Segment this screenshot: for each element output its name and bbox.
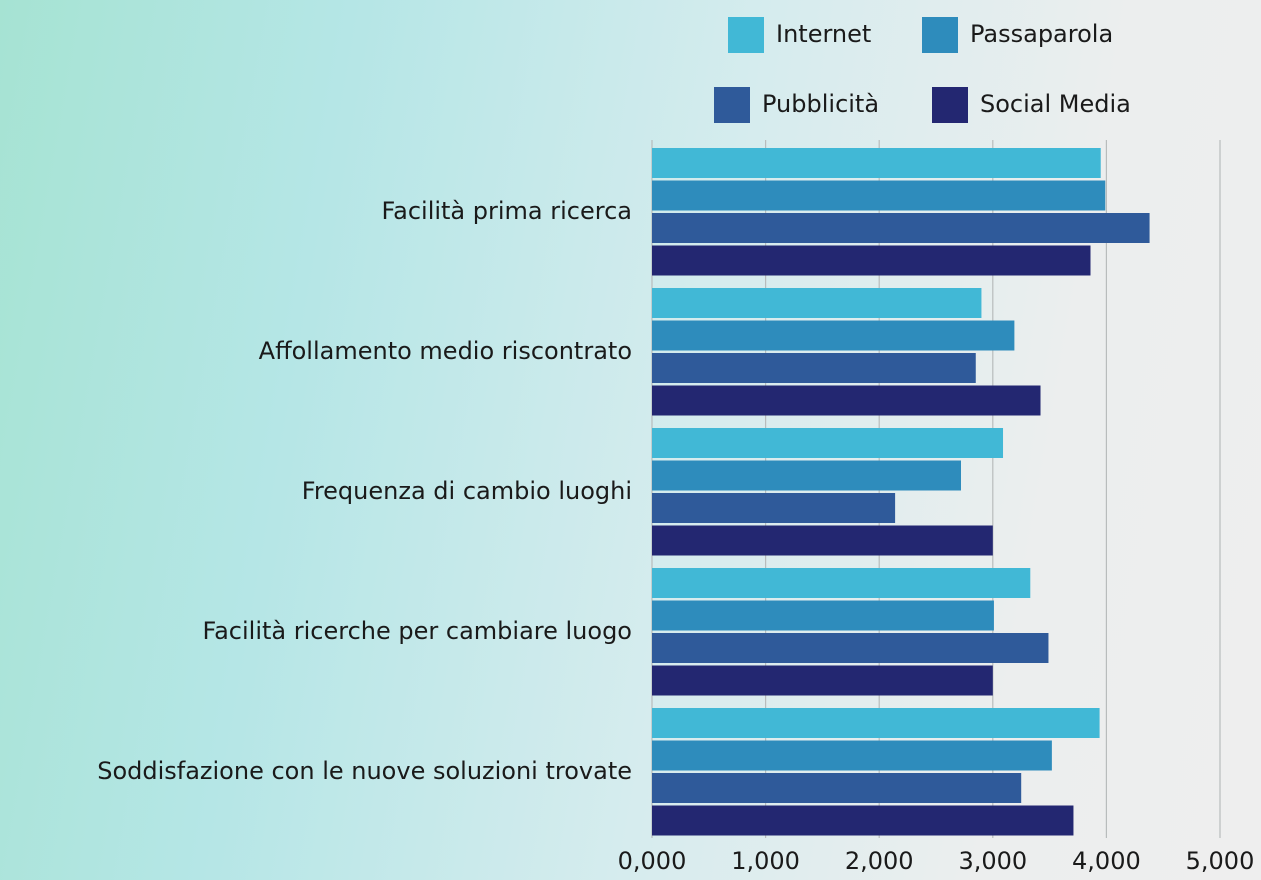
x-tick-label: 2,000 (845, 847, 914, 875)
category-label: Facilità prima ricerca (382, 197, 632, 225)
legend-label: Social Media (980, 90, 1131, 118)
legend-swatch (728, 17, 764, 53)
x-tick-label: 1,000 (731, 847, 800, 875)
bar (652, 493, 896, 523)
bar (652, 805, 1074, 836)
bar (652, 460, 961, 491)
x-tick-label: 5,000 (1186, 847, 1255, 875)
x-tick-label: 3,000 (958, 847, 1027, 875)
bar (652, 633, 1049, 663)
bar (652, 600, 994, 631)
legend-label: Pubblicità (762, 90, 879, 118)
bar (652, 353, 976, 383)
legend-label: Internet (776, 20, 871, 48)
bar (652, 740, 1052, 771)
legend-swatch (922, 17, 958, 53)
bar (652, 428, 1004, 458)
legend-label: Passaparola (970, 20, 1113, 48)
bar (652, 180, 1106, 211)
legend-swatch (714, 87, 750, 123)
bar (652, 320, 1015, 351)
bar (652, 213, 1150, 243)
category-label: Soddisfazione con le nuove soluzioni tro… (97, 757, 632, 785)
bar (652, 525, 993, 556)
bar (652, 708, 1100, 738)
bar (652, 773, 1022, 803)
category-label: Affollamento medio riscontrato (259, 337, 632, 365)
bar (652, 245, 1091, 276)
bar (652, 568, 1031, 598)
x-tick-label: 4,000 (1072, 847, 1141, 875)
x-tick-label: 0,000 (618, 847, 687, 875)
category-label: Frequenza di cambio luoghi (302, 477, 632, 505)
category-label: Facilità ricerche per cambiare luogo (203, 617, 633, 645)
bar (652, 288, 982, 318)
bar (652, 385, 1041, 416)
bar (652, 665, 993, 696)
bar (652, 148, 1101, 178)
legend-swatch (932, 87, 968, 123)
